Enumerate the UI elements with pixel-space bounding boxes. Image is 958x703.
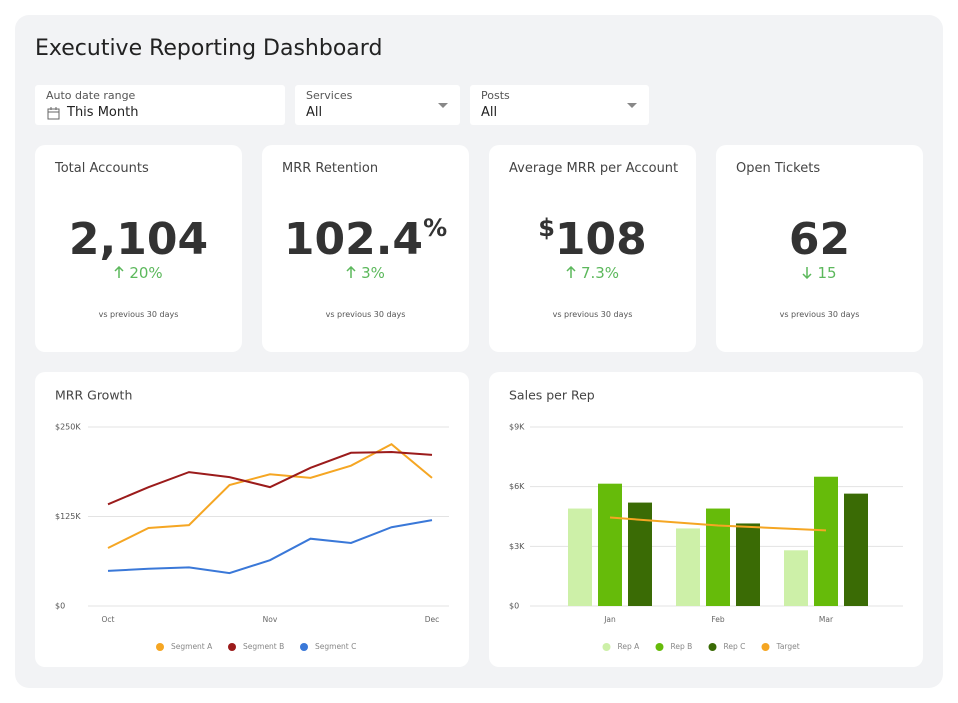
kpi-number: 2,104 [68,214,209,265]
legend-label: Target [776,642,800,651]
kpi-value: 2,104 [35,213,242,267]
y-tick-label: $9K [509,423,525,432]
x-tick-label: Jan [603,615,616,624]
legend-swatch [602,643,611,651]
kpi-change: 7.3% [489,264,696,282]
series-line [609,516,827,532]
chart-card: MRR Growth $0 $125K $250K Oct Nov Dec Segment A… [35,372,469,667]
kpi-note: vs previous 30 days [779,310,860,319]
kpi-note: vs previous 30 days [325,310,406,319]
arrow-glyph [566,265,576,278]
arrow-glyph [802,267,812,280]
kpi-change-value: 7.3% [580,264,620,282]
bar [706,508,730,606]
kpi-number: 62 [788,214,851,265]
calendar-icon [47,107,60,120]
x-tick-label: Dec [425,615,440,624]
kpi-change-value: 3% [361,264,385,282]
change-arrow [346,265,356,278]
chart-title: Sales per Rep [509,388,595,403]
chart: Sales per Rep $0 $3K $6K $9K Jan Feb Mar Rep A Re… [509,388,903,651]
bar [568,508,592,606]
kpi-value: 62 [716,213,923,267]
kpi-prefix: $ [538,214,555,242]
posts-filter[interactable]: Posts All [470,85,649,125]
legend-swatch [300,643,308,651]
bar [784,550,808,606]
series-line [107,451,433,506]
series-line [107,519,433,575]
bar [676,528,700,606]
kpi-number: 108 [554,214,647,265]
kpi-note: vs previous 30 days [552,310,633,319]
legend-swatch [156,643,164,651]
kpi-value: 102.4% [262,213,469,267]
series-line [107,442,433,549]
kpi-change: 3% [262,264,469,282]
y-tick-label: $0 [509,602,519,611]
kpi-change-value: 15 [817,264,837,282]
filter-value: All [481,105,498,120]
legend-label: Rep C [724,642,746,651]
date-filter[interactable]: Auto date range This Month [35,85,285,125]
kpi-number: 102.4 [283,214,424,265]
legend-label: Segment A [171,642,213,651]
kpi-title: MRR Retention [282,161,379,176]
services-filter[interactable]: Services All [295,85,460,125]
chart-card: Sales per Rep $0 $3K $6K $9K Jan Feb Mar Rep A Re… [489,372,923,667]
kpi-title: Open Tickets [736,161,821,176]
dropdown-caret [627,103,637,108]
kpi-change-value: 20% [129,264,163,282]
legend-swatch [228,643,236,651]
arrow-glyph [114,265,124,278]
bar [598,483,622,606]
dashboard-title: Executive Reporting Dashboard [35,36,383,61]
legend-label: Segment B [243,642,284,651]
kpi-change: 15 [716,264,923,282]
change-arrow [566,265,576,278]
y-tick-label: $6K [509,482,525,491]
change-arrow [114,265,124,278]
kpi-card: Average MRR per Account $108 7.3% vs previo… [489,145,696,352]
x-tick-label: Oct [102,615,115,624]
x-tick-label: Nov [263,615,278,624]
y-tick-label: $250K [55,423,81,432]
dropdown-caret [438,103,448,108]
kpi-card: MRR Retention 102.4% 3% vs previous 30 days [262,145,469,352]
legend-swatch [655,643,664,651]
bar [814,476,838,606]
change-arrow [802,267,812,280]
x-tick-label: Mar [819,615,834,624]
arrow-glyph [346,265,356,278]
x-tick-label: Feb [711,615,725,624]
legend-label: Rep A [618,642,641,651]
kpi-card: Total Accounts 2,104 20% vs previous 30 day… [35,145,242,352]
kpi-title: Average MRR per Account [509,161,679,176]
legend-swatch [761,643,770,651]
filter-value: All [306,105,323,120]
kpi-note: vs previous 30 days [98,310,179,319]
bar [844,493,868,606]
kpi-suffix: % [423,214,448,242]
kpi-card: Open Tickets 62 15 vs previous 30 days [716,145,923,352]
y-tick-label: $125K [55,512,81,521]
y-tick-label: $0 [55,602,65,611]
filter-label: Services [306,89,353,102]
chart: MRR Growth $0 $125K $250K Oct Nov Dec Segment A… [55,388,449,651]
bar [736,523,760,606]
kpi-change: 20% [35,264,242,282]
legend-swatch [708,643,717,651]
kpi-title: Total Accounts [55,161,149,176]
filter-label: Auto date range [46,89,136,102]
filter-label: Posts [481,89,510,102]
legend-label: Segment C [315,642,356,651]
kpi-value: $108 [489,213,696,267]
legend-label: Rep B [671,642,693,651]
y-tick-label: $3K [509,542,525,551]
chart-title: MRR Growth [55,388,132,403]
filter-value: This Month [67,105,139,120]
